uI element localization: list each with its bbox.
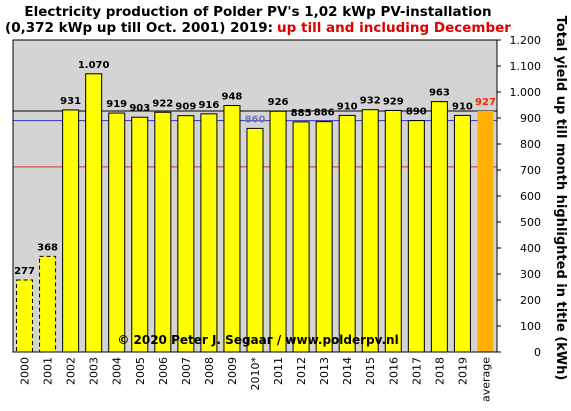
copyright-text: © 2020 Peter J. Segaar / www.polderpv.nl	[117, 333, 398, 347]
bar-2015	[361, 109, 379, 353]
value-label: 916	[198, 100, 219, 111]
value-label: 927	[475, 97, 496, 108]
x-tick-label: 2015	[364, 357, 377, 385]
y-tick-label: 700	[520, 164, 541, 177]
value-label: 368	[37, 242, 58, 253]
value-label: 910	[452, 101, 473, 112]
x-tick-label: 2002	[65, 357, 78, 385]
bar-2014	[338, 114, 356, 353]
y-tick-label: 1.100	[510, 60, 542, 73]
x-tick-label: 2000	[19, 357, 32, 385]
x-tick-label: 2008	[203, 357, 216, 385]
value-label: 948	[222, 92, 243, 103]
bar-2007	[177, 115, 195, 353]
bar-2008	[200, 113, 218, 353]
value-label: 277	[14, 266, 35, 277]
value-label: 860	[245, 114, 266, 125]
y-tick-label: 900	[520, 112, 541, 125]
bar-2009	[223, 105, 241, 353]
value-label: 932	[360, 96, 381, 107]
y-tick-label: 200	[520, 294, 541, 307]
chart-title: Electricity production of Polder PV's 1,…	[24, 4, 491, 20]
y-tick-label: 1.200	[510, 34, 542, 47]
bar-2017	[407, 120, 425, 353]
chart-subtitle: (0,372 kWp up till Oct. 2001) 2019: up ti…	[5, 20, 511, 36]
y-tick-label: 100	[520, 320, 541, 333]
x-tick-label: 2009	[226, 357, 239, 385]
x-tick-label: 2005	[134, 357, 147, 385]
bar-2001	[39, 255, 57, 353]
y-tick-label: 1.000	[510, 86, 542, 99]
x-tick-label: 2016	[387, 357, 400, 385]
value-label: 931	[60, 96, 81, 107]
x-tick-label: 2014	[341, 357, 354, 385]
x-tick-label: 2004	[111, 357, 124, 385]
x-tick-label: 2018	[433, 357, 446, 385]
y-tick-label: 400	[520, 242, 541, 255]
value-label: 890	[406, 107, 427, 118]
value-label: 922	[152, 98, 173, 109]
y-tick-label: 500	[520, 216, 541, 229]
bar-2002	[62, 109, 80, 353]
x-tick-label: 2012	[295, 357, 308, 385]
bar-2004	[108, 112, 126, 353]
y-tick-label: 300	[520, 268, 541, 281]
chart-subtitle-black: (0,372 kWp up till Oct. 2001) 2019:	[5, 20, 273, 36]
value-label: 963	[429, 88, 450, 99]
value-label: 926	[268, 97, 289, 108]
y-tick-label: 800	[520, 138, 541, 151]
x-tick-label: average	[479, 357, 492, 402]
bar-2018	[430, 101, 448, 353]
bar-2000	[16, 279, 34, 353]
x-tick-label: 2007	[180, 357, 193, 385]
x-tick-label: 2010*	[249, 357, 262, 391]
x-tick-label: 2006	[157, 357, 170, 385]
bar-average	[477, 110, 494, 352]
bar-2003	[85, 73, 103, 353]
plot-area: 2772000368200193120021.07020039192004903…	[12, 34, 542, 402]
bar-2013	[315, 121, 333, 353]
value-label: 910	[337, 101, 358, 112]
bar-2016	[384, 109, 402, 353]
bar-2006	[154, 111, 172, 353]
value-label: 929	[383, 96, 404, 107]
value-label: 1.070	[78, 60, 110, 71]
value-label: 885	[291, 108, 312, 119]
value-label: 909	[175, 102, 196, 113]
bar-2012	[292, 121, 310, 353]
bar-2005	[131, 116, 149, 353]
y-axis-label: Total yield up till month highlighted in…	[553, 16, 568, 381]
x-tick-label: 2019	[456, 357, 469, 385]
x-tick-label: 2001	[42, 357, 55, 385]
value-label: 886	[314, 108, 335, 119]
x-tick-label: 2003	[88, 357, 101, 385]
x-tick-label: 2013	[318, 357, 331, 385]
bar-2011	[269, 110, 287, 353]
chart-subtitle-red: up till and including December	[277, 20, 511, 36]
x-tick-label: 2011	[272, 357, 285, 385]
x-tick-label: 2017	[410, 357, 423, 385]
y-tick-label: 600	[520, 190, 541, 203]
value-label: 919	[106, 99, 127, 110]
bar-2010	[246, 127, 264, 353]
bar-2019	[453, 114, 471, 353]
value-label: 903	[129, 103, 150, 114]
y-tick-label: 0	[534, 346, 541, 359]
